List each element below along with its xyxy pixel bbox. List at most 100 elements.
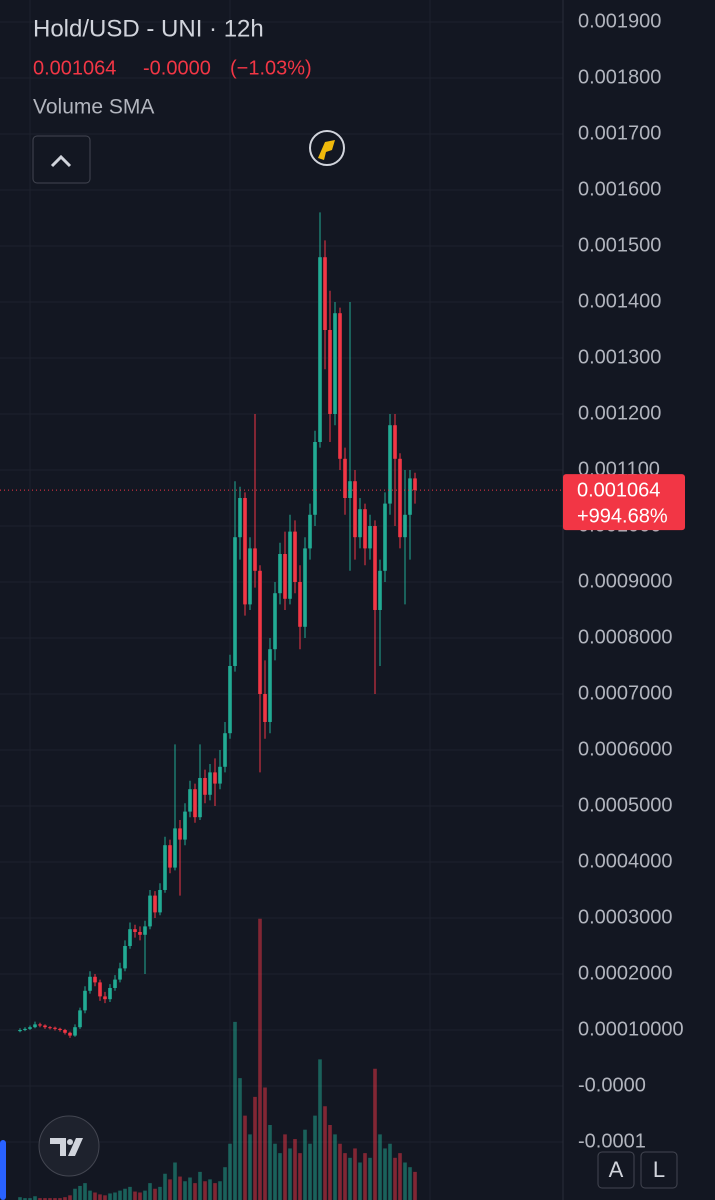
y-tick-label: 0.001500 xyxy=(578,234,661,256)
y-tick-label: 0.001300 xyxy=(578,346,661,368)
candle-body xyxy=(88,976,92,991)
candle-body xyxy=(383,503,387,571)
candle-body xyxy=(83,990,87,1011)
volume-bar xyxy=(153,1188,157,1200)
volume-bar xyxy=(288,1148,292,1200)
candle-body xyxy=(283,553,287,599)
last-price-label: 0.001064 xyxy=(577,479,660,501)
volume-bar xyxy=(358,1162,362,1200)
volume-bar xyxy=(133,1191,137,1200)
candle-body xyxy=(228,665,232,734)
volume-bar xyxy=(348,1157,352,1200)
volume-bar xyxy=(413,1171,417,1200)
collapse-button[interactable] xyxy=(32,135,91,184)
button-l-label: L xyxy=(653,1157,665,1182)
volume-bar xyxy=(158,1186,162,1200)
symbol-title: Hold/USD - UNI · 12h xyxy=(33,15,264,42)
event-icon[interactable] xyxy=(309,130,345,166)
chevron-icon xyxy=(50,154,72,168)
volume-bar xyxy=(268,1125,272,1200)
candle-body xyxy=(403,514,407,538)
candle-body xyxy=(258,570,262,694)
candle-body xyxy=(73,1027,77,1036)
volume-bar xyxy=(163,1173,167,1200)
volume-bar xyxy=(88,1190,92,1200)
candle-body xyxy=(98,982,102,997)
candle-body xyxy=(198,777,202,818)
y-tick-label: -0.0001 xyxy=(578,1130,646,1152)
volume-bar xyxy=(58,1198,62,1200)
candle-body xyxy=(48,1027,52,1029)
volume-bar xyxy=(198,1171,202,1200)
candle-body xyxy=(268,649,272,722)
y-tick-label: 0.0008000 xyxy=(578,626,673,648)
volume-bar xyxy=(18,1197,22,1200)
volume-bar xyxy=(48,1198,52,1200)
volume-bar xyxy=(318,1059,322,1200)
volume-bar xyxy=(298,1153,302,1200)
y-tick-label: 0.00010000 xyxy=(578,1018,684,1040)
volume-bar xyxy=(243,1115,247,1200)
y-tick-label: 0.001700 xyxy=(578,122,661,144)
y-tick-label: 0.0006000 xyxy=(578,738,673,760)
volume-bar xyxy=(93,1192,97,1200)
grid xyxy=(0,21,563,1143)
candles xyxy=(0,212,563,1038)
candle-body xyxy=(208,772,212,795)
volume-bar xyxy=(363,1153,367,1200)
candle-body xyxy=(353,481,357,538)
tv-logo[interactable] xyxy=(38,1115,100,1177)
y-tick-label: 0.001800 xyxy=(578,66,661,88)
edge-handle[interactable] xyxy=(0,1140,6,1200)
candle-body xyxy=(218,766,222,784)
volume-bar xyxy=(368,1157,372,1200)
button-a-box[interactable] xyxy=(597,1151,635,1189)
total-change-label: +994.68% xyxy=(577,505,668,527)
button-l-box[interactable] xyxy=(640,1151,678,1189)
volume-bar xyxy=(78,1185,82,1200)
candle-body xyxy=(113,979,117,988)
candle-body xyxy=(78,1010,82,1028)
button-a[interactable]: A xyxy=(597,1151,635,1189)
candle-body xyxy=(148,895,152,927)
volume-bar xyxy=(223,1167,227,1200)
volume-bar xyxy=(233,1021,237,1200)
last-price: 0.001064 xyxy=(33,57,116,79)
y-tick-label: 0.0005000 xyxy=(578,794,673,816)
volume-bar xyxy=(403,1162,407,1200)
candle-body xyxy=(293,531,297,582)
button-l[interactable]: L xyxy=(640,1151,678,1189)
y-tick-label: -0.0000 xyxy=(578,1074,646,1096)
volume-bar xyxy=(278,1153,282,1200)
volume-bar xyxy=(323,1106,327,1200)
volume-bar xyxy=(183,1181,187,1200)
candle-body xyxy=(203,777,207,795)
candle-body xyxy=(248,548,252,605)
volume-bar xyxy=(248,1134,252,1200)
candle-body xyxy=(168,845,172,868)
volume-bar xyxy=(193,1183,197,1200)
volume-bar xyxy=(263,1087,267,1200)
candle-body xyxy=(133,929,137,932)
candle-body xyxy=(213,772,217,784)
tv-logo-circle[interactable] xyxy=(38,1115,100,1177)
volume-bar xyxy=(108,1193,112,1200)
volume-bar xyxy=(258,918,262,1200)
candle-body xyxy=(223,733,227,767)
candle-body xyxy=(413,478,417,491)
candle-body xyxy=(313,441,317,515)
volume-bar xyxy=(43,1198,47,1200)
candle-body xyxy=(233,537,237,666)
volume-bar xyxy=(388,1143,392,1200)
candle-body xyxy=(163,845,167,890)
volume-bar xyxy=(378,1134,382,1200)
candle-body xyxy=(123,945,127,969)
volume-bar xyxy=(328,1125,332,1200)
candle-body xyxy=(408,478,412,515)
volume-bar xyxy=(308,1143,312,1200)
tv-logo-dot xyxy=(67,1139,73,1145)
candle-body xyxy=(158,889,162,913)
volume-bar xyxy=(313,1115,317,1200)
volume-bar xyxy=(383,1148,387,1200)
candle-body xyxy=(393,425,397,459)
